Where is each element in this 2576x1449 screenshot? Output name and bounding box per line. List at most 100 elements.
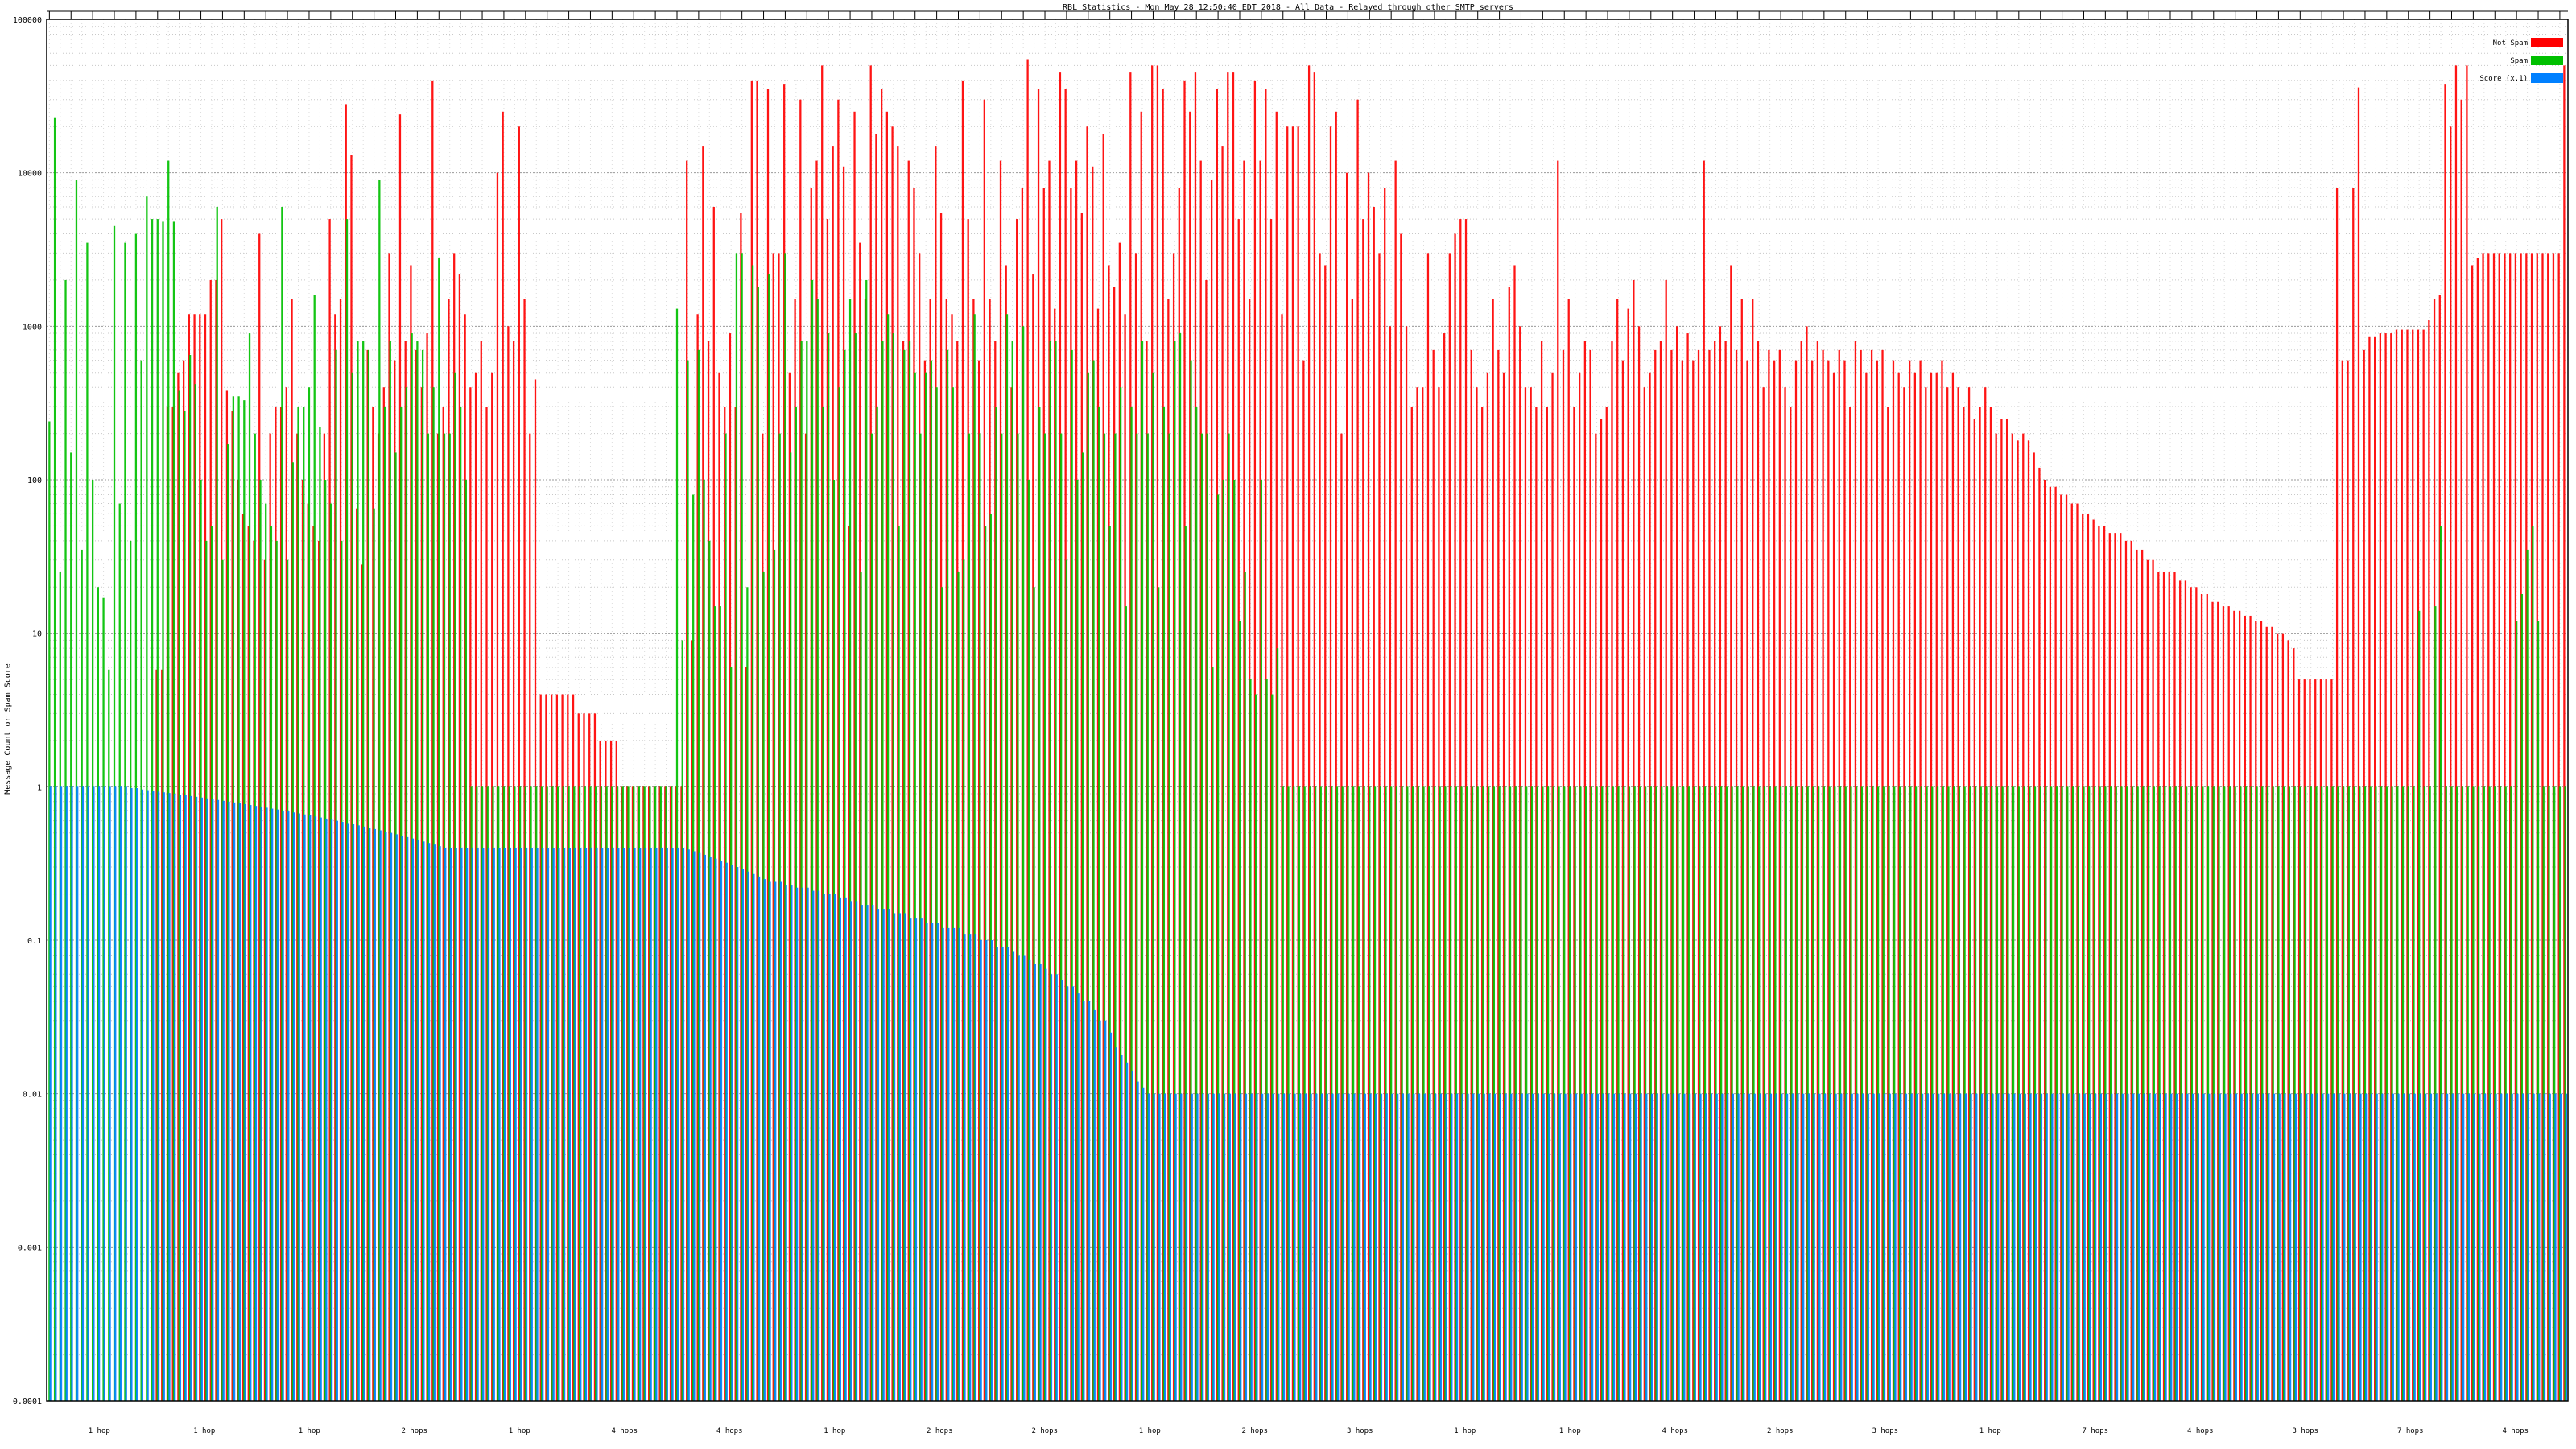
bar-spam <box>838 387 840 1401</box>
bar-spam <box>1655 786 1657 1401</box>
bar-score-x-1- <box>1916 1093 1918 1401</box>
bar-spam <box>1001 433 1003 1401</box>
bar-spam <box>2353 786 2355 1401</box>
bar-spam <box>578 786 581 1401</box>
x-group-label: 7 hops <box>2082 1427 2108 1435</box>
bar-not-spam <box>772 253 774 1402</box>
x-group-label: 4 hops <box>2502 1427 2529 1435</box>
bar-spam <box>1325 786 1327 1401</box>
bar-score-x-1- <box>558 848 560 1401</box>
bar-spam <box>573 786 576 1401</box>
bar-score-x-1- <box>2262 1093 2264 1401</box>
bar-not-spam <box>410 265 412 1401</box>
bar-spam <box>2012 786 2015 1401</box>
bar-score-x-1- <box>1672 1093 1675 1401</box>
bar-score-x-1- <box>1413 1093 1415 1401</box>
bar-not-spam <box>1070 188 1072 1402</box>
bar-not-spam <box>2325 679 2327 1401</box>
bar-not-spam <box>1454 233 1456 1402</box>
bar-spam <box>1958 786 1961 1401</box>
bar-score-x-1- <box>233 802 236 1401</box>
bar-not-spam <box>523 299 526 1402</box>
bar-not-spam <box>2379 333 2382 1402</box>
bar-spam <box>1720 786 1723 1401</box>
bar-not-spam <box>263 559 266 1401</box>
bar-spam <box>1260 480 1263 1401</box>
bar-score-x-1- <box>2527 1093 2529 1401</box>
y-tick-label: 100 <box>27 477 42 485</box>
x-group-label: 3 hops <box>1347 1427 1373 1435</box>
bar-spam <box>1195 407 1198 1402</box>
bar-score-x-1- <box>276 809 279 1401</box>
bar-spam <box>2223 786 2226 1401</box>
bar-not-spam <box>2082 514 2084 1402</box>
bar-score-x-1- <box>617 848 620 1401</box>
bar-score-x-1- <box>660 848 663 1401</box>
bar-not-spam <box>2471 265 2474 1401</box>
bar-spam <box>1817 786 1820 1401</box>
bar-spam <box>773 549 776 1401</box>
bar-spam <box>1119 387 1122 1401</box>
bar-spam <box>1703 786 1707 1401</box>
bar-score-x-1- <box>1093 1009 1096 1401</box>
bar-score-x-1- <box>103 786 105 1401</box>
bar-spam <box>1449 786 1452 1401</box>
bar-spam <box>1130 407 1133 1402</box>
bar-spam <box>1309 786 1311 1401</box>
bar-not-spam <box>518 126 520 1402</box>
bar-score-x-1- <box>1975 1093 1978 1401</box>
bar-score-x-1- <box>1640 1093 1642 1401</box>
bar-spam <box>1790 786 1793 1401</box>
plot-frame <box>46 19 2569 1402</box>
bar-not-spam <box>593 713 597 1401</box>
bar-not-spam <box>1476 387 1478 1401</box>
bar-score-x-1- <box>1467 1093 1469 1401</box>
bar-spam <box>188 355 192 1401</box>
bar-not-spam <box>1627 308 1629 1401</box>
bar-spam <box>1747 786 1749 1401</box>
bar-score-x-1- <box>2008 1093 2010 1401</box>
x-group-label: 1 hop <box>89 1427 110 1435</box>
bar-score-x-1- <box>2273 1093 2276 1401</box>
bar-spam <box>172 221 175 1401</box>
bar-score-x-1- <box>1705 1093 1707 1401</box>
bar-score-x-1- <box>379 830 382 1401</box>
bar-score-x-1- <box>212 799 214 1401</box>
bar-not-spam <box>1654 349 1657 1402</box>
bar-score-x-1- <box>2105 1093 2107 1401</box>
bar-spam <box>102 597 105 1401</box>
bar-score-x-1- <box>1245 1093 1248 1401</box>
bar-not-spam <box>1151 65 1154 1402</box>
bar-score-x-1- <box>974 934 977 1401</box>
bar-score-x-1- <box>2392 1093 2394 1401</box>
bar-spam <box>898 526 900 1401</box>
bar-not-spam <box>318 540 320 1401</box>
bar-spam <box>2190 786 2194 1401</box>
bar-spam <box>184 411 186 1401</box>
bar-not-spam <box>1762 387 1765 1401</box>
bar-not-spam <box>1595 433 1597 1401</box>
bar-not-spam <box>388 253 390 1402</box>
bar-spam <box>741 253 743 1402</box>
bar-score-x-1- <box>1797 1093 1799 1401</box>
bar-spam <box>800 341 803 1402</box>
bar-score-x-1- <box>254 806 258 1401</box>
bar-score-x-1- <box>758 876 761 1401</box>
bar-spam <box>421 349 424 1402</box>
bar-score-x-1- <box>509 848 512 1401</box>
bar-score-x-1- <box>1894 1093 1897 1401</box>
bar-score-x-1- <box>1586 1093 1588 1401</box>
bar-spam <box>703 480 705 1401</box>
bar-spam <box>941 587 943 1401</box>
bar-not-spam <box>615 740 617 1401</box>
bar-score-x-1- <box>1375 1093 1377 1401</box>
bar-not-spam <box>2174 572 2176 1402</box>
bar-score-x-1- <box>1883 1093 1886 1401</box>
bar-spam <box>935 387 938 1401</box>
bar-spam <box>405 387 408 1401</box>
bar-not-spam <box>788 372 791 1401</box>
bar-not-spam <box>680 786 683 1401</box>
bar-score-x-1- <box>1397 1093 1399 1401</box>
bar-spam <box>1184 526 1187 1401</box>
